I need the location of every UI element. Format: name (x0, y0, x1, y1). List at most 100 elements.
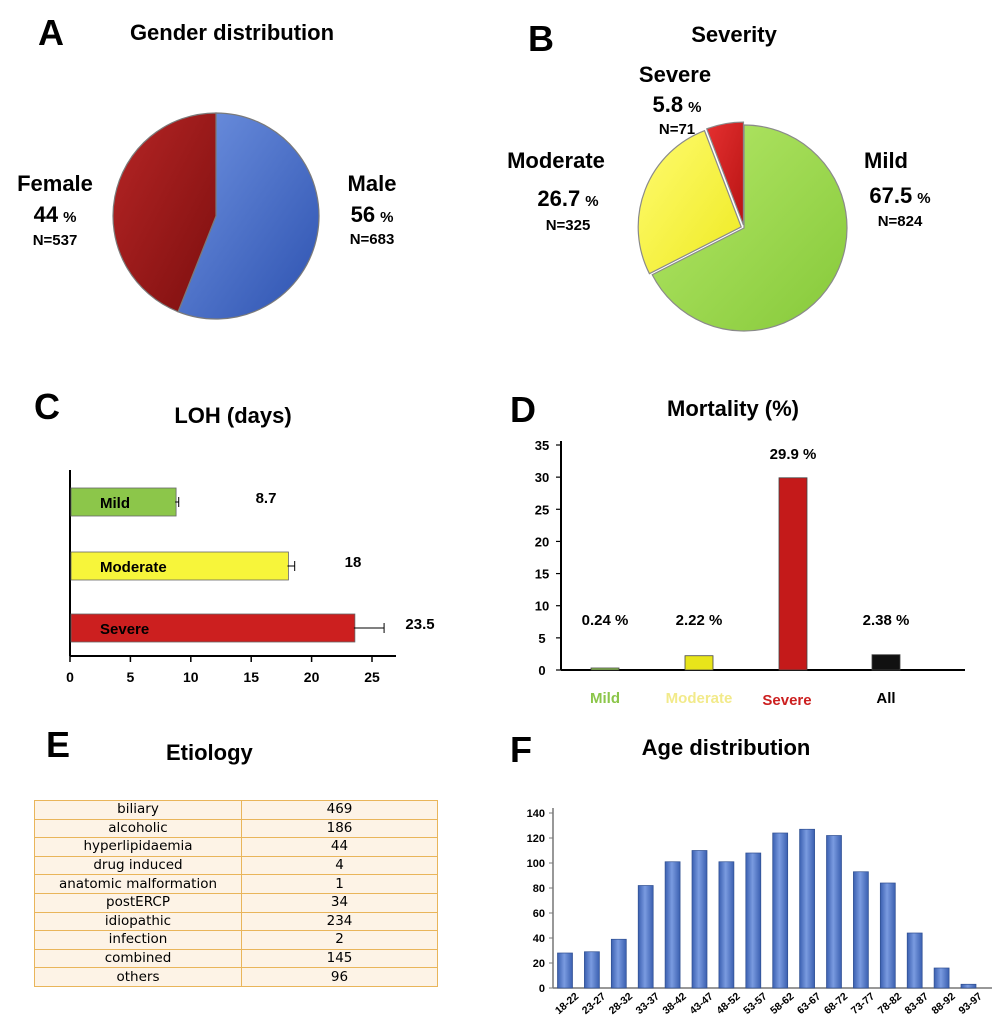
bar-age-28-32 (610, 938, 627, 989)
bar-age-33-37 (637, 885, 654, 989)
panel-f-letter: F (510, 729, 532, 770)
x-tick-label: 18-22 (553, 990, 581, 1017)
x-tick-label: 53-57 (741, 990, 769, 1017)
pie-slice-female (112, 112, 217, 313)
table-row: alcoholic 186 (34, 818, 438, 839)
table-row: drug induced 4 (34, 855, 438, 876)
table-row: combined 145 (34, 948, 438, 969)
y-tick-label: 0 (538, 663, 545, 678)
etiology-name-cell: infection (34, 930, 242, 950)
pie-a-female-n: N=537 (33, 232, 78, 249)
pie-b-mild-label: Mild (864, 148, 908, 173)
bar-age-18-22 (557, 952, 573, 989)
y-tick-label: 100 (527, 858, 545, 870)
pie-slice-moderate (637, 129, 742, 275)
y-tick-label: 40 (533, 933, 545, 945)
bar-age-68-72 (826, 835, 842, 989)
bar-age-63-67 (799, 828, 815, 989)
panel-c: C LOH (days) 0 5 10 15 20 25 Mild Moderate Sever… (34, 386, 435, 685)
bar-age-43-47 (691, 850, 708, 989)
x-tick-label: 93-97 (956, 990, 984, 1017)
x-tick-label: 33-37 (634, 990, 662, 1017)
bar-value-label: 8.7 (256, 490, 277, 507)
panel-f: F Age distribution 0 20 40 60 80 100 120 140 18-… (510, 729, 992, 1017)
x-tick-label: 0 (66, 669, 74, 685)
loh-bar-chart: 0 5 10 15 20 25 Mild Moderate Severe 8.7 18 23.5 (66, 470, 435, 685)
table-row: biliary 469 (34, 800, 438, 820)
pie-b-mild-n: N=824 (878, 213, 923, 230)
etiology-count-cell: 2 (241, 930, 438, 950)
bar-age-38-42 (664, 861, 681, 989)
bar-severe (778, 477, 808, 671)
x-tick-label: 23-27 (580, 990, 608, 1017)
y-tick-label: 0 (539, 983, 545, 995)
bar-age-93-97 (960, 983, 977, 989)
pie-a-male-label: Male (348, 171, 397, 196)
panel-d-letter: D (510, 389, 536, 430)
pie-b-moderate-n: N=325 (546, 217, 591, 234)
etiology-name-cell: alcoholic (34, 818, 242, 839)
x-tick-label: 20 (304, 669, 320, 685)
y-tick-label: 20 (535, 534, 549, 549)
table-row: others 96 (34, 967, 438, 987)
panel-d: D Mortality (%) 0 5 10 15 20 25 30 35 0.24 % Mild… (510, 389, 965, 709)
x-tick-label: 43-47 (687, 990, 715, 1017)
bar-mild (70, 487, 177, 517)
bar-mild (590, 667, 620, 671)
pie-a-male-percent: 56% (351, 202, 394, 227)
bar-age-23-27 (584, 951, 600, 989)
y-tick-label: 15 (535, 567, 549, 582)
etiology-count-cell: 44 (241, 837, 438, 857)
bar-age-83-87 (906, 932, 923, 989)
bar-moderate (70, 551, 289, 581)
bar-category-label: Severe (100, 621, 149, 638)
bar-age-58-62 (772, 832, 789, 989)
bar-all (871, 654, 901, 671)
y-tick-label: 60 (533, 908, 545, 920)
etiology-count-cell: 469 (241, 800, 438, 820)
x-tick-label: 78-82 (876, 990, 904, 1017)
y-tick-label: 140 (527, 808, 545, 820)
etiology-count-cell: 186 (241, 818, 438, 839)
panel-b-letter: B (528, 18, 554, 59)
y-tick-label: 120 (527, 833, 545, 845)
pie-a-male-n: N=683 (350, 231, 395, 248)
x-tick-label: 73-77 (849, 990, 877, 1017)
x-tick-label: 68-72 (822, 990, 850, 1017)
x-category-label: Moderate (666, 690, 733, 707)
etiology-name-cell: combined (34, 948, 242, 969)
y-tick-label: 25 (535, 502, 549, 517)
etiology-count-cell: 96 (241, 967, 438, 987)
panel-f-title: Age distribution (642, 735, 811, 760)
x-tick-label: 38-42 (661, 990, 689, 1017)
bar-value-label: 29.9 % (770, 446, 817, 463)
etiology-name-cell: idiopathic (34, 911, 242, 932)
etiology-count-cell: 234 (241, 911, 438, 932)
bar-value-label: 2.38 % (863, 612, 910, 629)
bar-category-label: Moderate (100, 559, 167, 576)
panel-a-title: Gender distribution (130, 20, 334, 45)
panel-b: B Severity Mild 67.5% N=824 Moderate 26.… (507, 18, 931, 332)
x-tick-label: 28-32 (607, 990, 635, 1017)
etiology-count-cell: 1 (241, 874, 438, 894)
panel-c-title: LOH (days) (174, 403, 291, 428)
bar-category-label: Mild (100, 495, 130, 512)
pie-a-female-percent: 44% (34, 202, 77, 227)
y-tick-label: 10 (535, 599, 549, 614)
etiology-count-cell: 145 (241, 948, 438, 969)
bar-age-73-77 (853, 871, 869, 989)
etiology-name-cell: others (34, 967, 242, 987)
x-tick-label: 48-52 (714, 990, 742, 1017)
y-tick-label: 80 (533, 883, 545, 895)
x-tick-label: 25 (364, 669, 380, 685)
y-tick-label: 35 (535, 438, 549, 453)
pie-slice-male (177, 112, 320, 320)
x-tick-label: 10 (183, 669, 199, 685)
pie-slice-mild (651, 124, 848, 332)
pie-b-moderate-percent: 26.7% (537, 186, 598, 211)
x-category-label: All (876, 690, 895, 707)
x-tick-label: 58-62 (768, 990, 796, 1017)
bar-moderate (684, 655, 714, 671)
y-tick-label: 20 (533, 958, 545, 970)
etiology-name-cell: drug induced (34, 855, 242, 876)
